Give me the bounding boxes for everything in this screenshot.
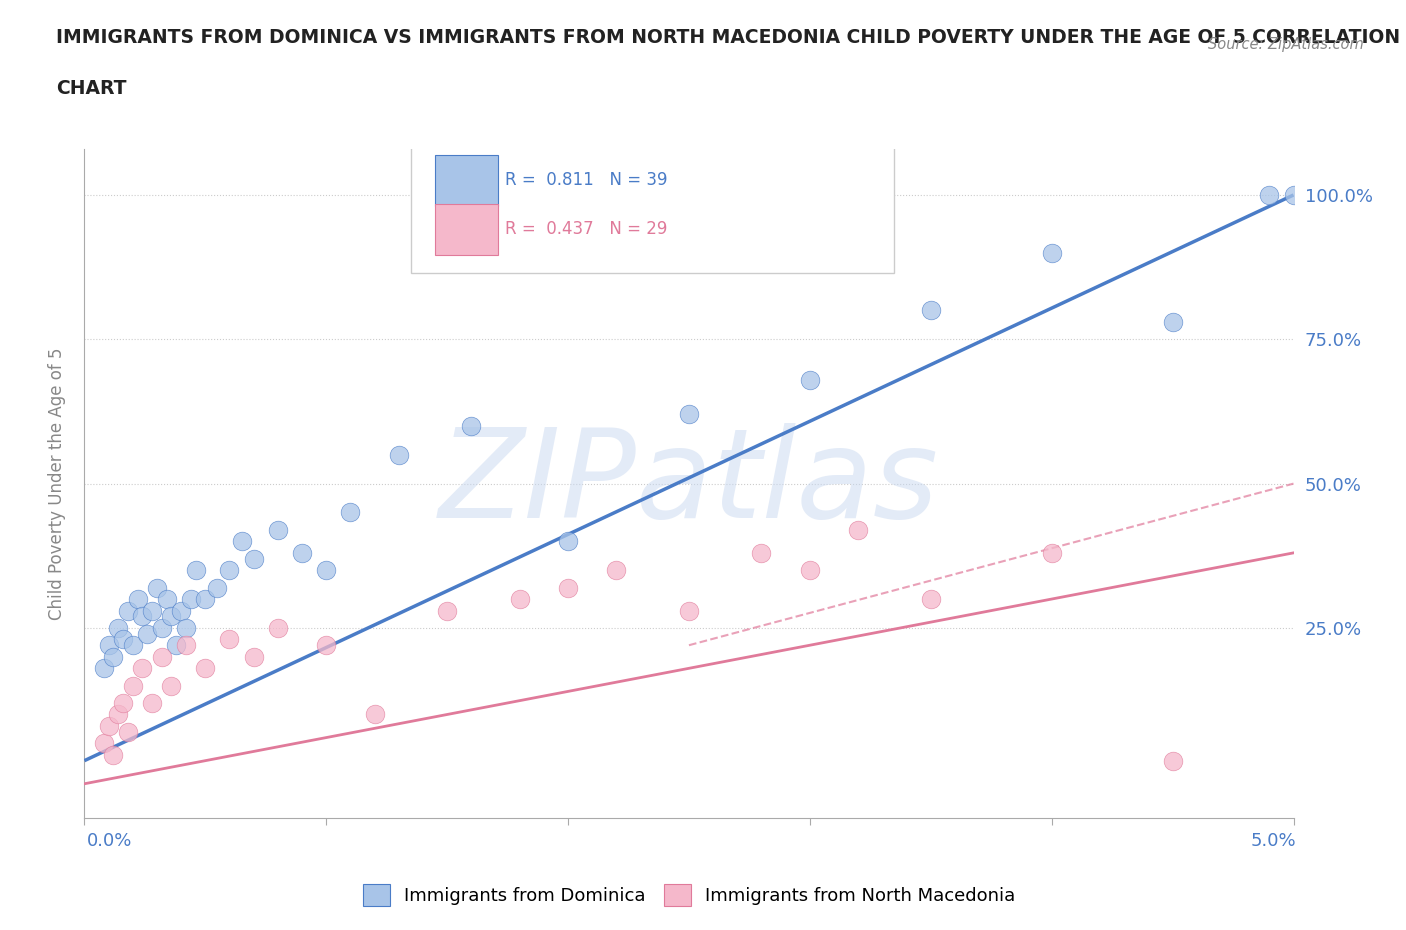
Point — [363, 707, 385, 722]
Point — [751, 545, 773, 560]
Point — [267, 620, 290, 635]
Point — [678, 604, 700, 618]
Point — [291, 545, 314, 560]
Point — [150, 649, 173, 664]
Point — [165, 638, 187, 653]
Point — [1161, 753, 1184, 768]
FancyBboxPatch shape — [411, 145, 894, 272]
Point — [194, 591, 217, 606]
Text: R =  0.811   N = 39: R = 0.811 N = 39 — [505, 171, 668, 190]
Point — [180, 591, 202, 606]
Point — [1282, 188, 1305, 203]
Text: Source: ZipAtlas.com: Source: ZipAtlas.com — [1208, 37, 1364, 52]
Point — [136, 626, 159, 641]
Point — [1258, 188, 1281, 203]
Point — [388, 447, 411, 462]
Point — [207, 580, 229, 595]
Point — [315, 638, 337, 653]
Point — [509, 591, 531, 606]
Point — [920, 303, 942, 318]
Point — [117, 604, 139, 618]
Point — [218, 632, 240, 647]
Point — [150, 620, 173, 635]
Point — [160, 678, 183, 693]
Point — [231, 534, 253, 549]
Point — [97, 638, 120, 653]
FancyBboxPatch shape — [434, 155, 498, 206]
Text: ZIPatlas: ZIPatlas — [439, 423, 939, 544]
Point — [97, 719, 120, 734]
Point — [605, 563, 627, 578]
Point — [242, 649, 264, 664]
Point — [141, 696, 163, 711]
Point — [339, 505, 361, 520]
Text: CHART: CHART — [56, 79, 127, 98]
Point — [93, 736, 115, 751]
Point — [557, 534, 579, 549]
Point — [194, 661, 217, 676]
Point — [460, 418, 482, 433]
Point — [267, 523, 290, 538]
Point — [160, 609, 183, 624]
Text: 0.0%: 0.0% — [87, 832, 132, 850]
Point — [112, 632, 135, 647]
Point — [557, 580, 579, 595]
Point — [103, 748, 125, 763]
Point — [174, 620, 197, 635]
Point — [1040, 246, 1063, 260]
Point — [127, 591, 149, 606]
Point — [107, 620, 129, 635]
Point — [678, 407, 700, 422]
Text: 5.0%: 5.0% — [1251, 832, 1296, 850]
Point — [174, 638, 197, 653]
Point — [146, 580, 169, 595]
Point — [117, 724, 139, 739]
Point — [131, 661, 153, 676]
Point — [141, 604, 163, 618]
Point — [184, 563, 207, 578]
Point — [799, 372, 821, 387]
Point — [170, 604, 193, 618]
Y-axis label: Child Poverty Under the Age of 5: Child Poverty Under the Age of 5 — [48, 347, 66, 620]
Text: R =  0.437   N = 29: R = 0.437 N = 29 — [505, 220, 668, 238]
Point — [799, 563, 821, 578]
Point — [112, 696, 135, 711]
Point — [218, 563, 240, 578]
Point — [920, 591, 942, 606]
Point — [242, 551, 264, 566]
Point — [1161, 314, 1184, 329]
Text: IMMIGRANTS FROM DOMINICA VS IMMIGRANTS FROM NORTH MACEDONIA CHILD POVERTY UNDER : IMMIGRANTS FROM DOMINICA VS IMMIGRANTS F… — [56, 28, 1400, 46]
Legend: Immigrants from Dominica, Immigrants from North Macedonia: Immigrants from Dominica, Immigrants fro… — [356, 877, 1022, 913]
Point — [1040, 545, 1063, 560]
Point — [846, 523, 869, 538]
Point — [121, 638, 143, 653]
Point — [436, 604, 458, 618]
Point — [107, 707, 129, 722]
Point — [315, 563, 337, 578]
Point — [93, 661, 115, 676]
Point — [155, 591, 177, 606]
Point — [103, 649, 125, 664]
FancyBboxPatch shape — [434, 205, 498, 255]
Point — [121, 678, 143, 693]
Point — [131, 609, 153, 624]
